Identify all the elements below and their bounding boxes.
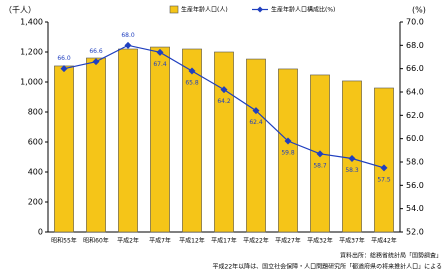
data-label: 65.8 — [185, 80, 199, 87]
marker — [220, 86, 228, 94]
marker — [316, 150, 324, 158]
y2-tick-label: 66.0 — [406, 64, 424, 73]
x-tick-label: 平成22年 — [243, 237, 269, 245]
marker — [188, 67, 196, 75]
legend-label: 生産年齢人口(人) — [181, 6, 228, 14]
x-tick-label: 平成17年 — [211, 237, 237, 245]
legend-swatch — [257, 6, 263, 13]
data-label: 66.6 — [89, 48, 103, 55]
marker — [380, 164, 388, 172]
x-tick-label: 平成42年 — [371, 237, 397, 245]
y2-tick-label: 70.0 — [406, 18, 424, 27]
y-tick-label: 0 — [38, 228, 43, 237]
data-label: 67.4 — [153, 61, 167, 68]
y2-axis-label: (%) — [412, 6, 426, 15]
marker — [284, 137, 292, 145]
y2-tick-label: 62.0 — [406, 111, 424, 120]
note: 平成22年以降は、国立社会保障・人口問題研究所「都道府県の将来推計人口」による — [213, 263, 442, 271]
data-label: 62.4 — [249, 119, 263, 126]
marker — [348, 155, 356, 162]
y-tick-label: 800 — [28, 108, 43, 117]
y-tick-label: 1,000 — [20, 78, 43, 87]
x-tick-label: 平成37年 — [339, 237, 365, 245]
note: 資料出所：総務省統計局「国勢調査」 — [340, 252, 442, 260]
data-label: 58.3 — [345, 167, 359, 174]
x-tick-label: 平成32年 — [307, 237, 333, 245]
y-tick-label: 600 — [28, 138, 43, 147]
y-tick-label: 400 — [28, 168, 43, 177]
bar — [278, 68, 298, 233]
y2-tick-label: 52.0 — [406, 228, 424, 237]
data-label: 68.0 — [121, 32, 135, 39]
y2-tick-label: 68.0 — [406, 41, 424, 50]
x-tick-label: 平成2年 — [117, 237, 139, 245]
marker — [252, 107, 260, 115]
data-label: 58.7 — [313, 162, 327, 169]
y-tick-label: 200 — [28, 198, 43, 207]
y2-tick-label: 54.0 — [406, 204, 424, 213]
bar — [150, 46, 170, 233]
legend-swatch — [169, 5, 179, 14]
bar — [118, 48, 138, 233]
x-tick-label: 昭和60年 — [83, 237, 109, 245]
y-tick-label: 1,200 — [20, 48, 43, 57]
marker — [60, 65, 68, 73]
bar — [182, 48, 202, 233]
x-tick-label: 平成7年 — [149, 237, 171, 245]
legend-label: 生産年齢人口構成比(%) — [271, 6, 335, 14]
x-tick-label: 平成27年 — [275, 237, 301, 245]
y2-tick-label: 58.0 — [406, 158, 424, 167]
marker — [92, 58, 100, 66]
data-label: 59.8 — [281, 150, 295, 157]
x-tick-label: 昭和55年 — [51, 237, 77, 245]
bar — [374, 87, 394, 233]
bar — [246, 58, 266, 233]
marker — [124, 41, 132, 49]
y2-tick-label: 56.0 — [406, 181, 424, 190]
data-label: 64.2 — [217, 98, 231, 105]
y-axis-label: （千人） — [4, 5, 36, 15]
data-label: 57.5 — [377, 176, 391, 183]
bar — [54, 65, 74, 233]
data-label: 66.0 — [57, 55, 71, 62]
y2-tick-label: 60.0 — [406, 134, 424, 143]
bar — [86, 57, 106, 233]
bar — [214, 51, 234, 233]
y2-tick-label: 64.0 — [406, 88, 424, 97]
x-tick-label: 平成12年 — [179, 237, 205, 245]
marker — [156, 48, 164, 56]
y-tick-label: 1,400 — [20, 18, 43, 27]
